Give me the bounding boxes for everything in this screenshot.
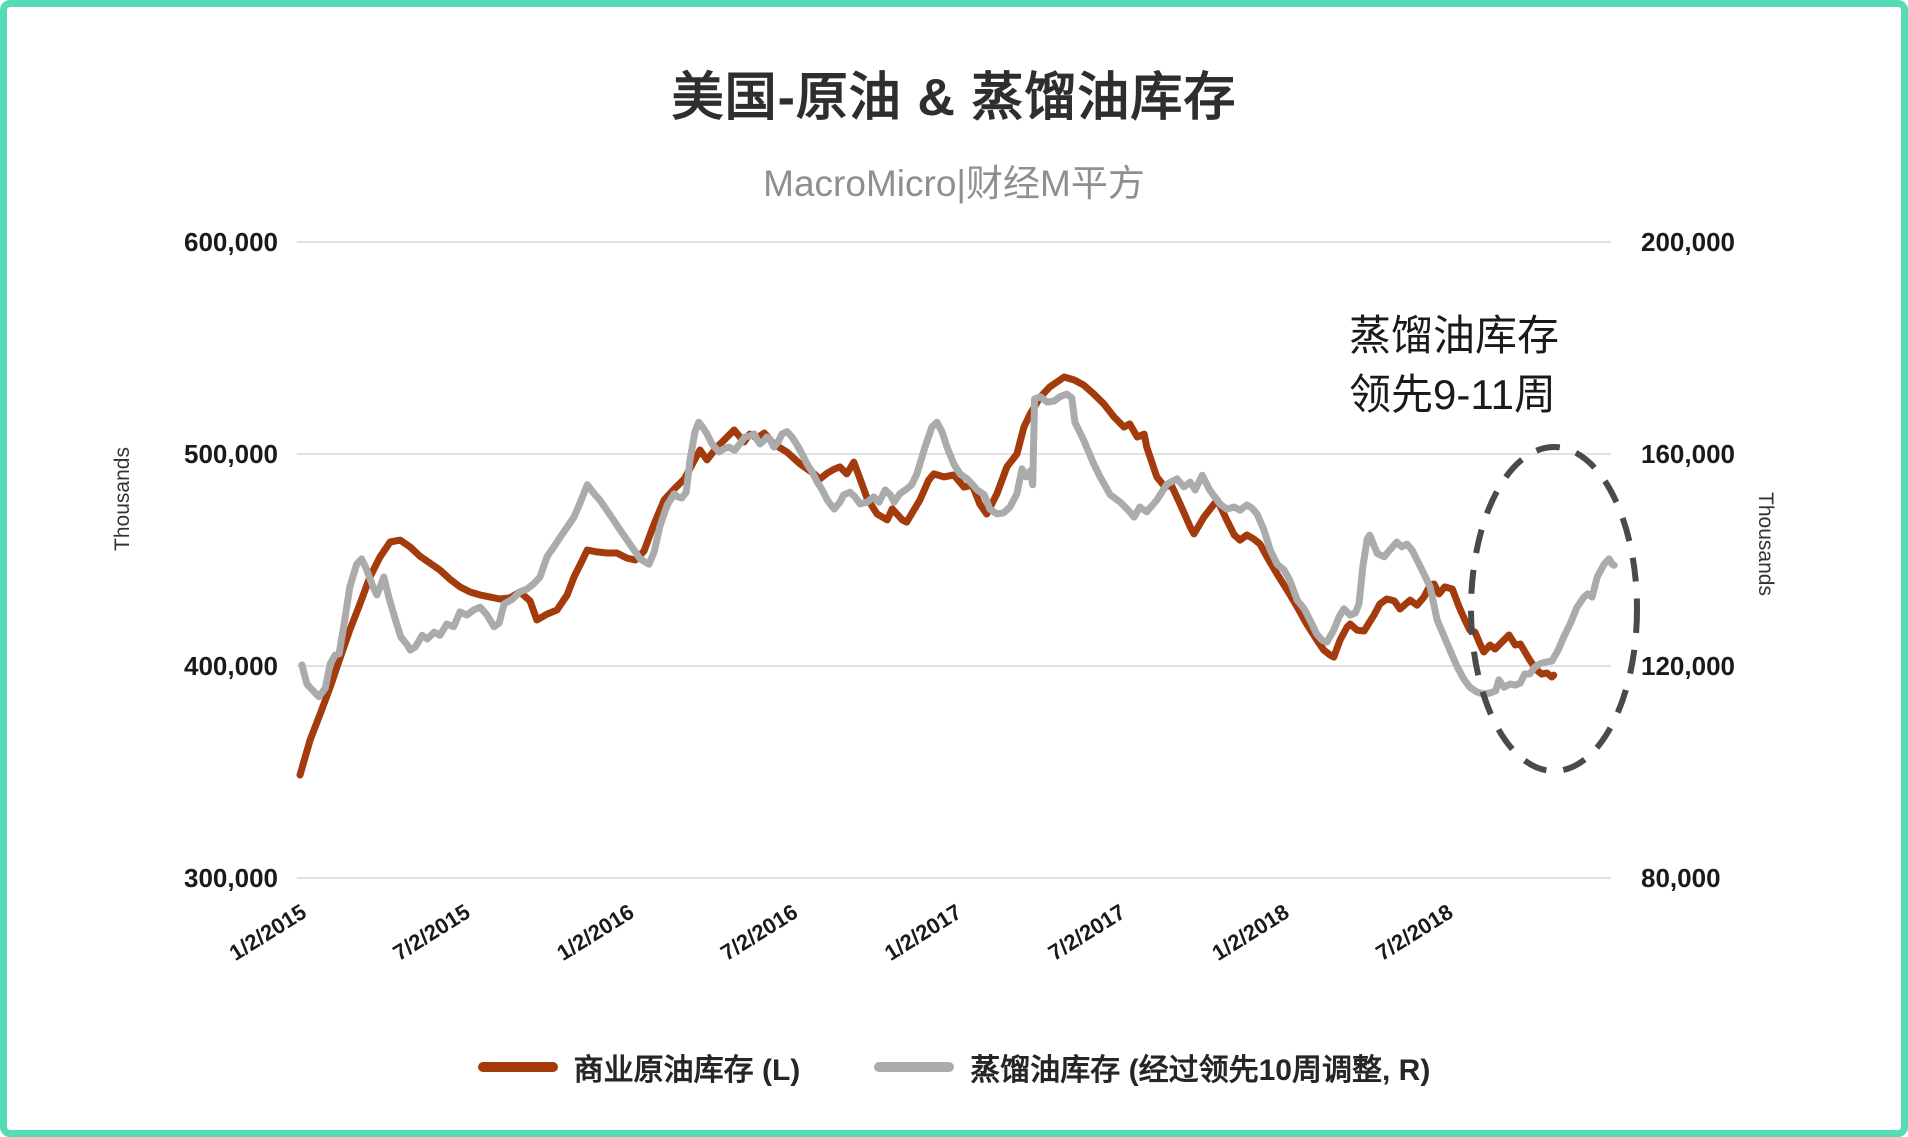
distillate-line-swatch bbox=[874, 1062, 955, 1072]
x-axis-tick-label: 1/2/2016 bbox=[552, 899, 638, 966]
legend-item-crude: 商业原油库存 (L) bbox=[477, 1045, 801, 1089]
crude-line-swatch bbox=[477, 1062, 558, 1072]
x-axis-tick-label: 7/2/2016 bbox=[716, 899, 802, 966]
chart-subtitle: MacroMicro|财经M平方 bbox=[763, 163, 1145, 204]
lead-time-annotation-line1: 蒸馏油库存 bbox=[1349, 312, 1560, 359]
legend-item-distillate: 蒸馏油库存 (经过领先10周调整, R) bbox=[874, 1045, 1430, 1089]
y-axis-left-tick-label: 500,000 bbox=[184, 439, 278, 469]
legend-label-crude: 商业原油库存 (L) bbox=[573, 1054, 801, 1087]
y-axis-left-unit-label: Thousands bbox=[111, 447, 134, 551]
y-axis-left-tick-label: 300,000 bbox=[184, 863, 278, 893]
lead-time-annotation-line2: 领先9-11周 bbox=[1349, 370, 1556, 418]
y-axis-right-tick-label: 120,000 bbox=[1641, 651, 1735, 681]
lead-time-annotation: 蒸馏油库存 领先9-11周 bbox=[1349, 307, 1559, 425]
y-axis-left-tick-label: 600,000 bbox=[184, 227, 278, 257]
crude-oil-inventory-line bbox=[296, 373, 1558, 779]
x-axis-tick-label: 1/2/2017 bbox=[880, 899, 966, 966]
x-axis-tick-label: 1/2/2018 bbox=[1208, 899, 1294, 966]
y-axis-right-tick-label: 80,000 bbox=[1641, 863, 1721, 893]
legend: 商业原油库存 (L) 蒸馏油库存 (经过领先10周调整, R) bbox=[7, 1045, 1901, 1089]
y-axis-right-tick-label: 160,000 bbox=[1641, 439, 1735, 469]
x-axis-tick-label: 7/2/2015 bbox=[389, 899, 475, 966]
y-axis-right-tick-label: 200,000 bbox=[1641, 227, 1735, 257]
chart-title: 美国-原油 & 蒸馏油库存 bbox=[671, 69, 1237, 127]
x-axis-tick-label: 7/2/2018 bbox=[1371, 899, 1457, 966]
y-axis-right-unit-label: Thousands bbox=[1754, 492, 1777, 596]
legend-label-distillate: 蒸馏油库存 (经过领先10周调整, R) bbox=[970, 1054, 1431, 1087]
x-axis-tick-label: 7/2/2017 bbox=[1044, 899, 1130, 966]
divergence-highlight-ellipse bbox=[1468, 444, 1640, 774]
x-axis-tick-label: 1/2/2015 bbox=[225, 899, 311, 966]
distillate-inventory-line bbox=[298, 390, 1618, 701]
line-chart-plot-area: 600,000 200,000 500,000 160,000 400,000 120,0… bbox=[111, 227, 1777, 966]
y-axis-left-tick-label: 400,000 bbox=[184, 651, 278, 681]
